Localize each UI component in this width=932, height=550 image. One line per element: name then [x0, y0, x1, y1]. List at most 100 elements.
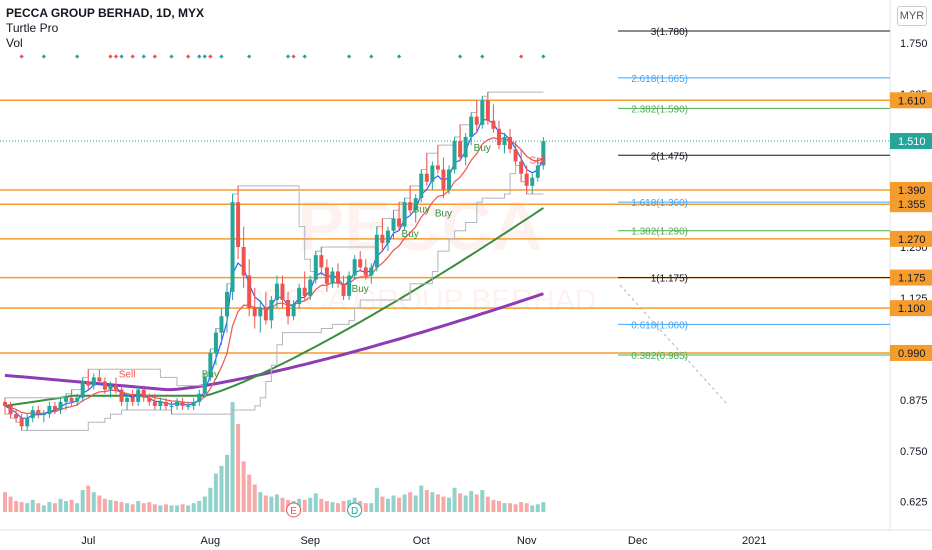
candle [236, 185, 241, 260]
sell-signal-label: Sell [529, 155, 546, 166]
volume-bar [152, 504, 157, 512]
signal-dot [197, 54, 202, 59]
candle-body [308, 279, 313, 296]
candle-body [541, 141, 546, 166]
candle [91, 373, 96, 390]
indicator-label-volume[interactable]: Vol [6, 36, 23, 50]
volume-bar [397, 497, 402, 512]
symbol-title[interactable]: PECCA GROUP BERHAD, 1D, MYX [6, 6, 205, 20]
candle [485, 92, 490, 125]
candle-body [474, 116, 479, 125]
candle [114, 377, 118, 394]
volume-bar [441, 496, 446, 512]
candle [180, 397, 185, 411]
candle [75, 393, 80, 406]
volume-bar [369, 503, 374, 512]
indicator-label-turtle[interactable]: Turtle Pro [6, 21, 59, 35]
candle [424, 153, 429, 186]
volume-bar [213, 473, 218, 512]
volume-bar [202, 496, 207, 512]
candle-body [485, 100, 490, 121]
candle-body [452, 141, 457, 170]
candle [197, 389, 202, 406]
candle-body [280, 283, 285, 300]
candle-body [208, 352, 213, 378]
price-level-badge [890, 300, 932, 317]
signal-dot [130, 54, 135, 59]
candle [435, 145, 440, 174]
candle [452, 136, 457, 174]
candle-body [496, 128, 501, 146]
chart-legend: PECCA GROUP BERHAD, 1D, MYX Turtle Pro V… [6, 6, 204, 51]
volume-bar [258, 492, 263, 512]
candle-body [430, 165, 435, 182]
volume-bar [324, 501, 329, 512]
candle [458, 124, 463, 162]
signal-dot [75, 54, 80, 59]
candle [41, 410, 46, 423]
candle [480, 96, 485, 129]
candle [213, 328, 218, 366]
candle-body [41, 414, 46, 416]
candle-body [274, 283, 279, 300]
candle-body [30, 410, 35, 419]
volume-bar [336, 503, 340, 512]
candle-body [219, 316, 224, 333]
candle-body [291, 304, 296, 317]
candle-body [402, 202, 407, 227]
signal-dot [169, 54, 174, 59]
volume-bar [180, 504, 185, 512]
candle [419, 169, 424, 203]
signal-dot [369, 54, 374, 59]
volume-bar [69, 499, 74, 512]
x-tick-label: Jul [81, 535, 95, 547]
volume-bar [130, 504, 135, 512]
volume-marker: D [347, 502, 363, 518]
candle-body [324, 267, 329, 284]
candle-body [252, 308, 257, 317]
candle-body [319, 255, 324, 268]
candle [219, 308, 224, 345]
signal-dot [108, 54, 113, 59]
volume-bar [14, 501, 19, 512]
volume-bar [302, 499, 307, 512]
candle [208, 348, 213, 382]
price-level-label: 1.390 [898, 185, 926, 197]
volume-bar [419, 485, 424, 512]
x-tick-label: Dec [628, 535, 648, 547]
fib-trend-line [619, 284, 729, 406]
candle [541, 136, 546, 170]
candle [491, 104, 496, 133]
candle-body [397, 218, 402, 227]
volume-bar [469, 491, 474, 512]
volume-bar [41, 505, 46, 512]
signal-dot [41, 54, 46, 59]
candle-body [341, 283, 346, 296]
volume-bar [114, 501, 118, 512]
current-price-label: 1.510 [898, 136, 926, 148]
fib-level-label: 0.618(1.060) [631, 320, 688, 331]
volume-bar [86, 485, 91, 512]
candle-body [374, 234, 379, 268]
candle [319, 247, 324, 276]
buy-signal-label: Buy [202, 369, 219, 380]
candle-body [141, 389, 146, 398]
candle-body [441, 169, 446, 190]
signal-dot [19, 54, 24, 59]
candle [202, 373, 207, 398]
volume-bar [119, 502, 124, 512]
candle [125, 393, 130, 411]
price-level-label: 1.355 [898, 199, 926, 211]
candle [241, 226, 246, 288]
signal-dot [208, 54, 213, 59]
volume-bar [225, 454, 229, 512]
candle [280, 275, 285, 309]
candle [469, 112, 474, 146]
signal-dot [219, 54, 224, 59]
candle [3, 397, 7, 415]
candle-body [119, 389, 124, 402]
x-tick-label: Oct [413, 535, 430, 547]
currency-button[interactable]: MYR [897, 6, 927, 26]
volume-bar [269, 496, 274, 512]
